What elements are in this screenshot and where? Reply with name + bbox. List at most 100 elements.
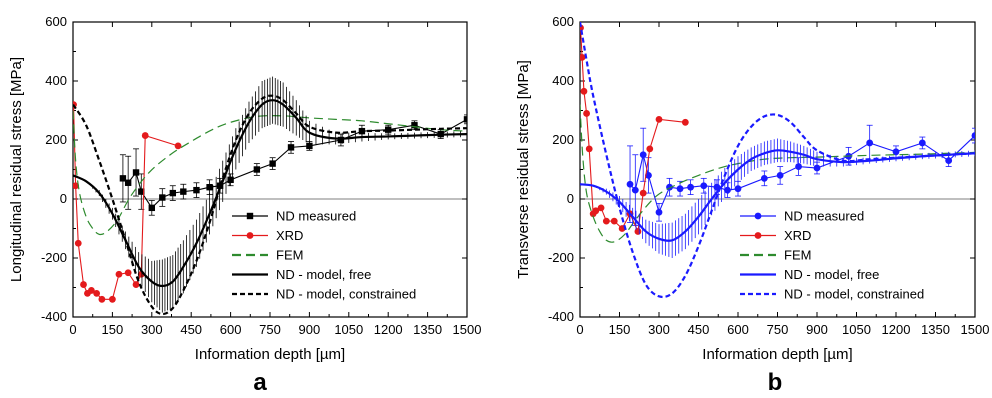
plot-area (580, 22, 975, 299)
legend-label: FEM (784, 248, 811, 263)
x-tick-label: 0 (69, 322, 76, 337)
legend-label: XRD (784, 228, 811, 243)
data-point (93, 290, 101, 297)
legend-label: ND - model, constrained (276, 287, 416, 302)
y-tick-label: 200 (45, 132, 67, 147)
data-point (169, 189, 177, 197)
data-point (734, 185, 742, 193)
x-tick-label: 600 (220, 322, 242, 337)
legend-label: XRD (276, 228, 303, 243)
y-tick-label: -400 (548, 309, 574, 324)
x-tick-label: 150 (609, 322, 631, 337)
data-point (193, 186, 200, 194)
legend-label: ND - model, free (276, 267, 371, 282)
data-point (119, 175, 127, 182)
series-2 (580, 104, 975, 243)
legend-label: ND - model, constrained (784, 287, 924, 302)
data-point (687, 183, 694, 191)
series-3 (580, 138, 975, 258)
data-point (227, 176, 234, 184)
data-point (813, 164, 821, 172)
data-point (385, 126, 392, 133)
data-point (631, 186, 639, 194)
data-point (700, 182, 708, 190)
chart-panel-b: 0 150 300 450 600 750 900 1050 1200 1350 1500 -400 -… (515, 14, 989, 396)
data-point (206, 184, 213, 191)
y-tick-label: 400 (552, 73, 574, 88)
x-tick-label: 1050 (334, 322, 363, 337)
chart-panel-a: 0 150 300 450 600 750 900 1050 1200 1350 1500 -400 -… (8, 14, 481, 396)
data-point (253, 166, 261, 173)
x-tick-label: 900 (299, 322, 321, 337)
data-point (866, 139, 874, 147)
data-point (115, 270, 123, 278)
data-point (74, 239, 82, 247)
y-tick-label: -200 (41, 250, 67, 265)
panel-label: a (253, 369, 267, 396)
y-tick-label: -400 (41, 309, 67, 324)
data-point (174, 142, 182, 150)
data-point (918, 139, 926, 147)
data-point (180, 188, 187, 195)
x-tick-label: 450 (180, 322, 202, 337)
data-point (411, 122, 418, 129)
data-point (795, 163, 802, 170)
legend-marker (754, 212, 762, 220)
data-point (138, 188, 145, 195)
legend-marker (246, 232, 254, 239)
data-point (639, 151, 647, 159)
x-tick-label: 450 (688, 322, 710, 337)
series-4 (73, 94, 467, 316)
series-line (580, 149, 975, 242)
x-tick-label: 1350 (921, 322, 950, 337)
data-point (655, 115, 663, 123)
series-2 (73, 110, 467, 236)
series-1 (580, 24, 689, 235)
data-point (945, 157, 953, 165)
data-point (109, 295, 116, 303)
data-point (626, 180, 634, 188)
series-line (580, 104, 975, 243)
data-point (269, 160, 276, 167)
data-point (132, 281, 140, 288)
data-point (610, 217, 618, 225)
legend-label: ND measured (784, 209, 864, 224)
y-tick-label: 0 (60, 191, 67, 206)
data-point (892, 148, 900, 156)
data-point (87, 287, 95, 294)
data-point (580, 54, 586, 61)
x-tick-label: 1200 (882, 322, 911, 337)
x-tick-label: 1050 (842, 322, 871, 337)
data-point (124, 179, 132, 186)
data-point (724, 186, 731, 194)
series-line (580, 27, 686, 234)
y-tick-label: 600 (552, 14, 574, 29)
x-tick-label: 600 (727, 322, 749, 337)
data-point (132, 169, 140, 176)
data-point (148, 204, 155, 212)
series-line (73, 110, 467, 236)
x-tick-label: 750 (259, 322, 281, 337)
data-point (141, 132, 149, 139)
data-point (602, 217, 610, 225)
data-point (159, 194, 166, 201)
data-point (646, 145, 654, 153)
data-point (645, 172, 652, 179)
data-point (971, 132, 975, 139)
data-point (98, 295, 106, 303)
data-point (124, 269, 132, 277)
x-tick-label: 1500 (961, 322, 990, 337)
data-point (580, 87, 588, 95)
y-tick-label: 0 (567, 191, 574, 206)
legend: ND measured XRD FEM ND - model, free ND - mo… (232, 209, 416, 302)
legend-marker (754, 232, 762, 239)
data-point (337, 136, 345, 144)
y-axis-label: Transverse residual stress [MPa] (515, 60, 532, 279)
y-axis-label: Longitudinal residual stress [MPa] (8, 57, 25, 282)
x-tick-label: 1200 (374, 322, 403, 337)
x-tick-label: 1500 (453, 322, 482, 337)
data-point (655, 208, 663, 216)
data-point (597, 204, 605, 212)
x-axis-label: Information depth [µm] (195, 346, 345, 363)
